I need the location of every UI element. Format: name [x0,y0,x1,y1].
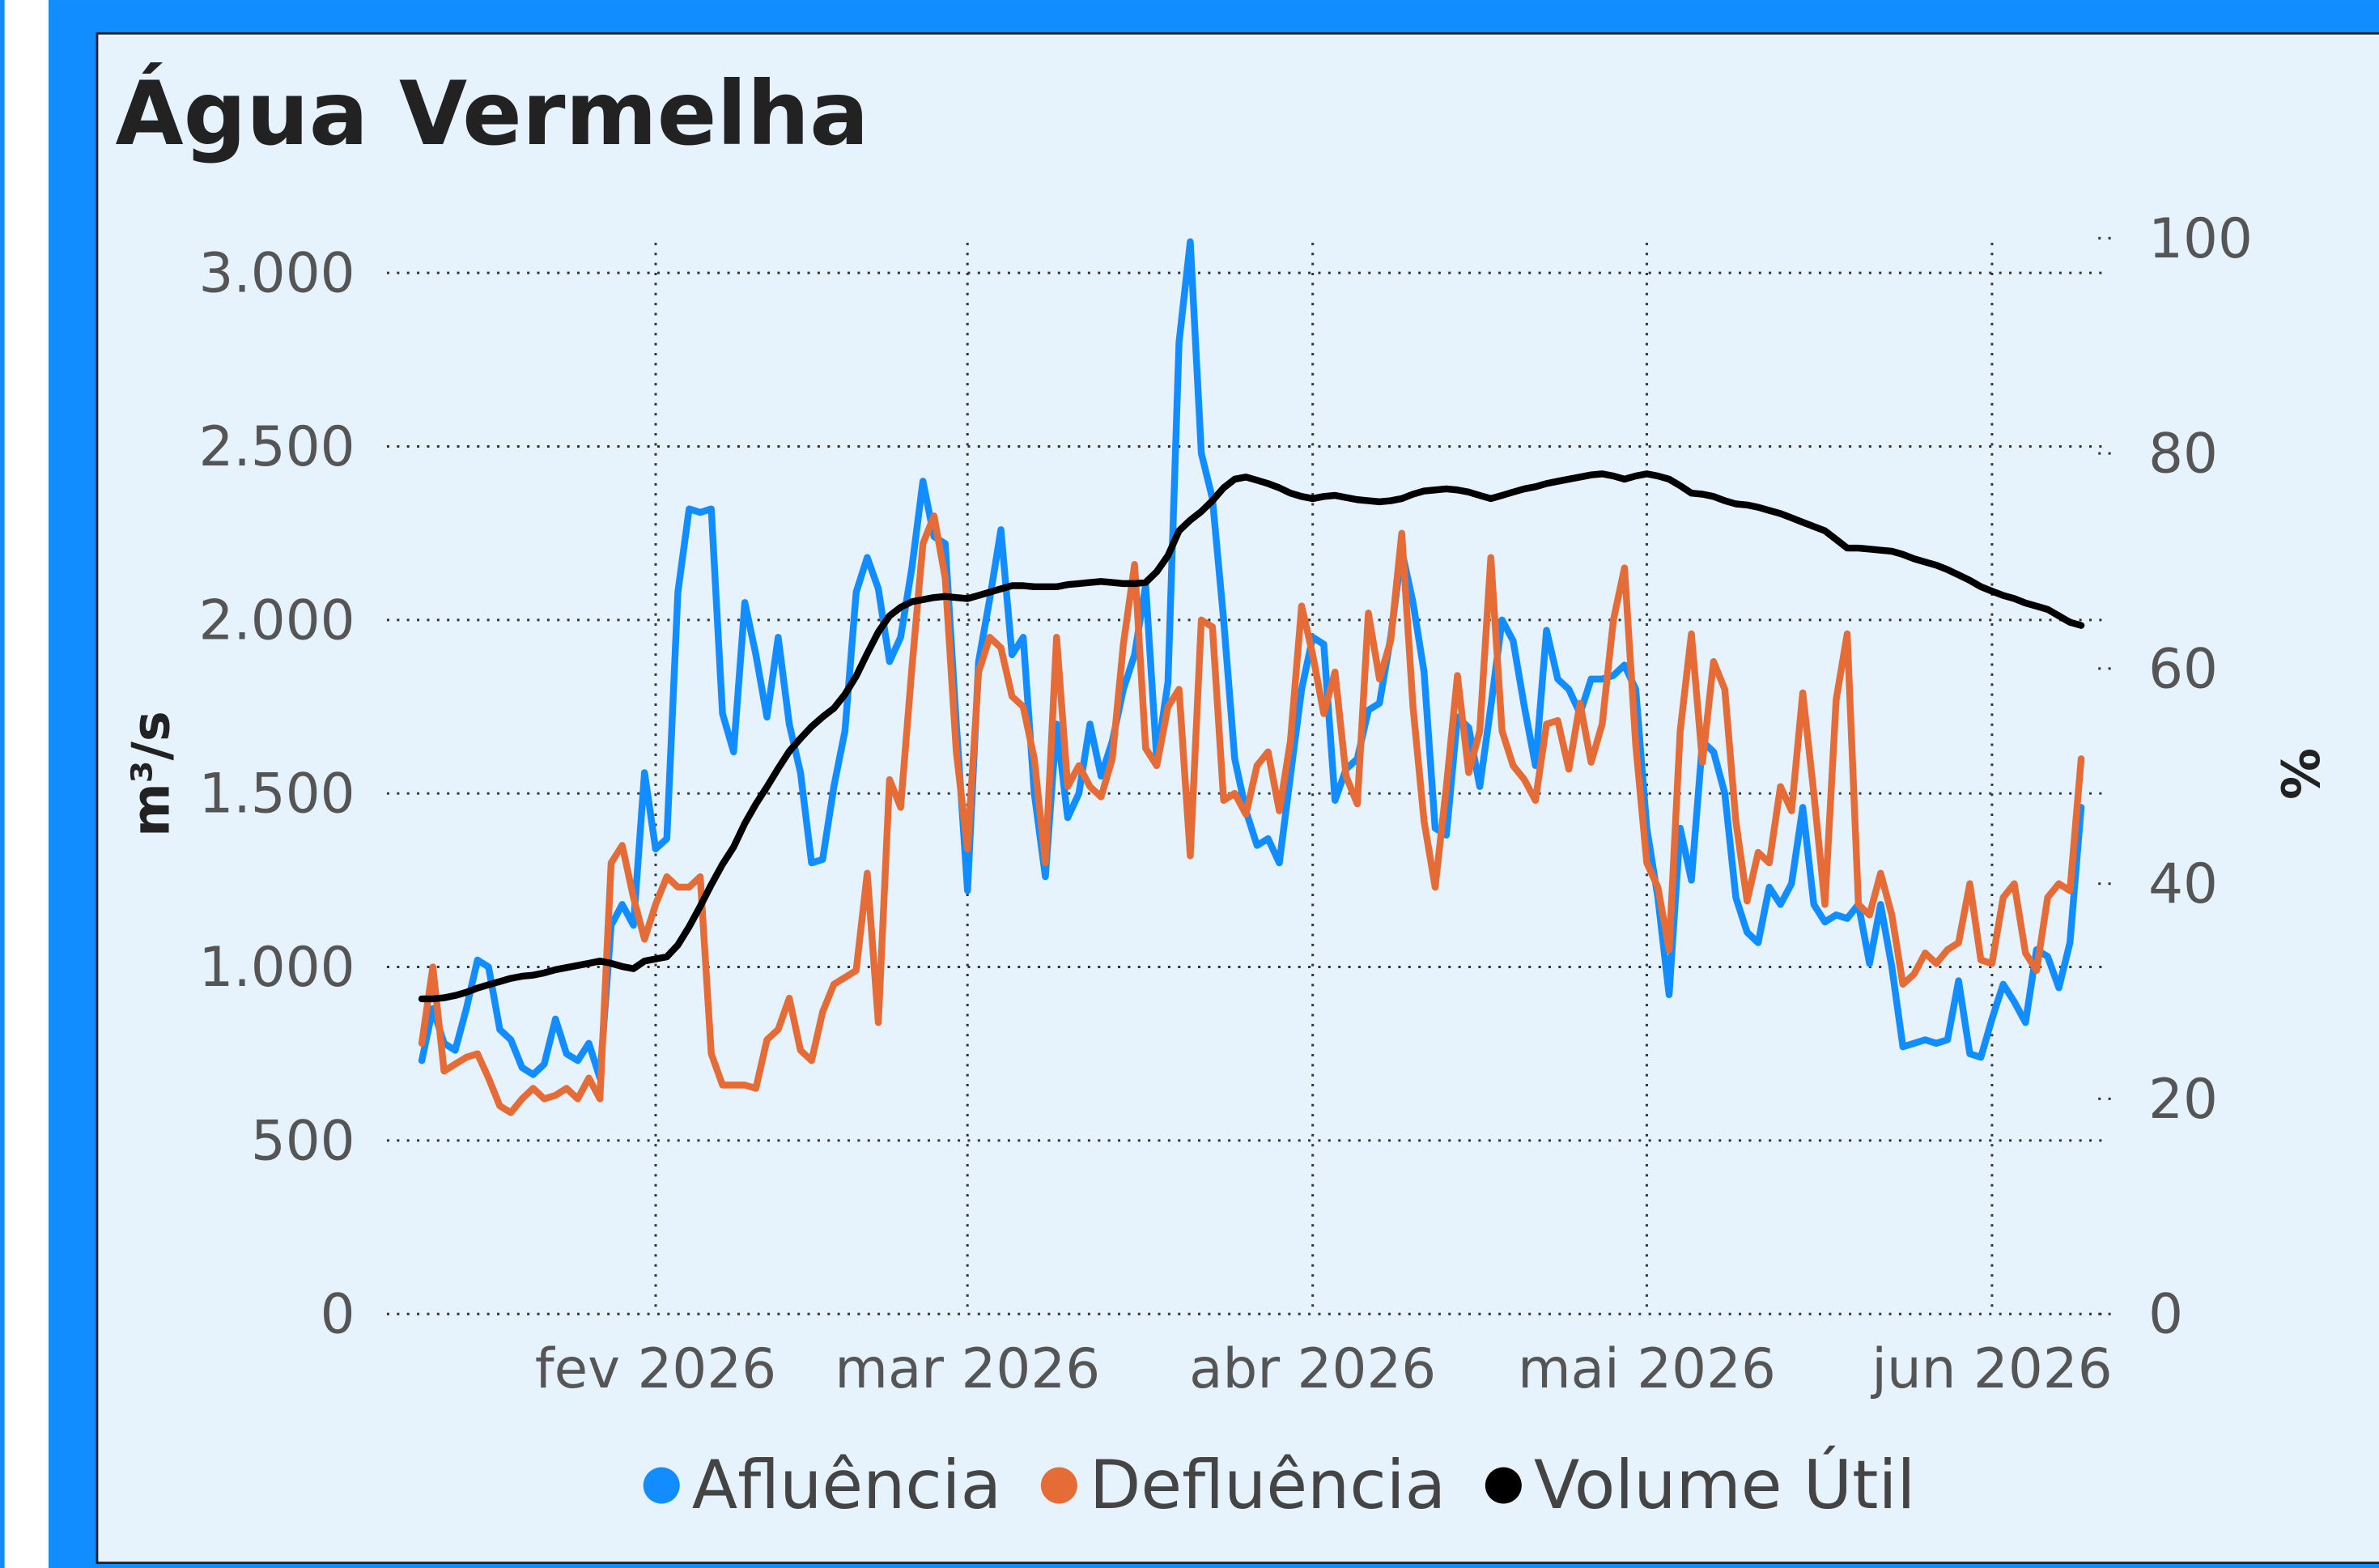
x-tick-label: abr 2026 [1189,1336,1436,1400]
edge [0,0,5,1568]
y2-tick-label: 80 [2148,422,2218,486]
y2-tick-label: 60 [2148,636,2218,700]
y2-tick-label: 20 [2148,1067,2218,1131]
chart-title: Água Vermelha [115,62,869,165]
y2-axis-title: % [2269,748,2329,800]
legend-marker [643,1467,680,1504]
y-tick-label: 0 [321,1282,355,1346]
legend-label: Afluência [692,1447,1001,1524]
series-line [418,470,2085,1003]
legend-label: Volume Útil [1534,1446,1915,1524]
x-tick-label: mar 2026 [835,1336,1100,1400]
y2-tick-label: 100 [2148,206,2253,270]
series-line [418,512,2085,1116]
y-tick-label: 500 [251,1108,355,1172]
y2-tick-label: 40 [2148,852,2218,916]
y-tick-label: 2.000 [198,588,355,652]
y-tick-label: 1.500 [198,762,355,826]
y-axis-title: m³/s [121,711,181,837]
y-tick-label: 2.500 [198,414,355,478]
legend-label: Defluência [1090,1447,1446,1524]
x-tick-label: mai 2026 [1518,1336,1776,1400]
y2-tick-label: 0 [2148,1282,2183,1346]
x-tick-label: fev 2026 [535,1336,776,1400]
legend-marker [1485,1467,1522,1504]
x-tick-label: jun 2026 [1870,1336,2112,1400]
series-line [418,238,2085,1081]
y-tick-label: 3.000 [198,241,355,305]
y-tick-label: 1.000 [198,935,355,999]
legend-marker [1040,1467,1077,1504]
